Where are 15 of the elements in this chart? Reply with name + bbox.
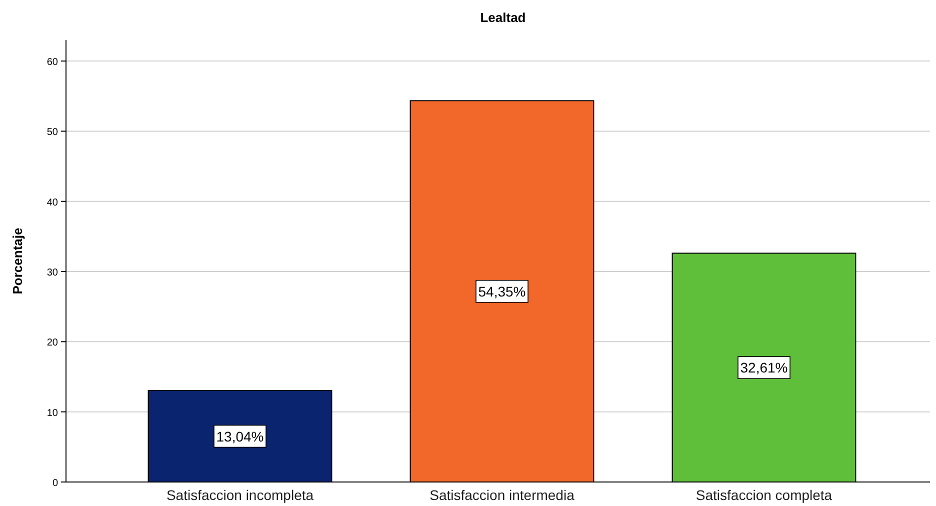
- x-tick-label: Satisfaccion completa: [696, 487, 832, 503]
- data-label: 32,61%: [740, 360, 788, 376]
- y-axis-title: Porcentaje: [10, 228, 25, 294]
- chart-title: Lealtad: [480, 10, 526, 25]
- y-tick-label: 0: [52, 478, 58, 489]
- y-tick-label: 10: [46, 408, 58, 419]
- x-tick-label: Satisfaccion incompleta: [166, 487, 314, 503]
- y-tick-label: 30: [46, 268, 58, 279]
- data-label: 54,35%: [478, 283, 526, 300]
- x-tick-label: Satisfaccion intermedia: [430, 487, 575, 503]
- y-tick-label: 50: [46, 127, 58, 138]
- y-tick-label: 40: [46, 197, 58, 208]
- y-tick-label: 20: [46, 338, 58, 349]
- data-label: 13,04%: [216, 428, 264, 444]
- y-tick-label: 60: [46, 57, 58, 68]
